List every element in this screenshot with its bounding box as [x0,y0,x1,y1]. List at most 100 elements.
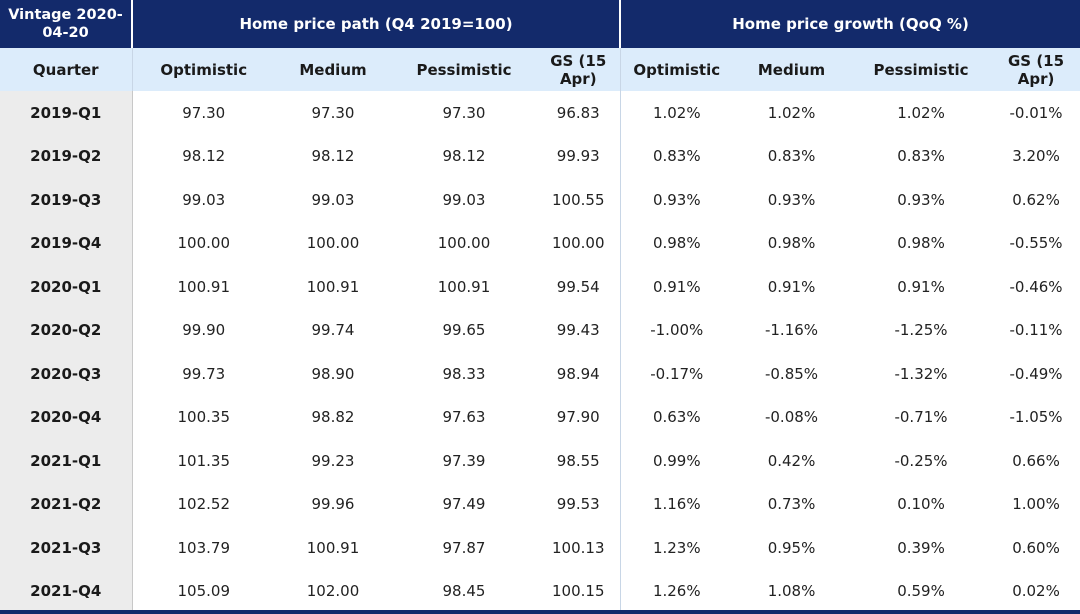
group-header-price-growth: Home price growth (QoQ %) [620,0,1080,48]
price-growth-cell: 0.93% [767,190,816,209]
price-growth-cell: -0.85% [764,364,819,383]
table-row: 2021-Q2 102.52 99.96 97.49 99.53 1.16% 0.73% 0.… [0,482,1080,526]
price-path-cell: 103.79 [177,538,231,557]
price-path-cell: 97.39 [442,451,486,470]
price-path-cell: 99.03 [311,190,355,209]
price-path-cell: 99.23 [311,451,355,470]
column-header-growth-optimistic: Optimistic [620,48,734,91]
price-growth-cell: 1.02% [897,103,945,122]
price-path-cell: 101.35 [177,451,231,470]
table-row: 2021-Q1 101.35 99.23 97.39 98.55 0.99% 0.42% -0… [0,439,1080,483]
quarter-cell: 2019-Q2 [0,134,133,178]
quarter-cell: 2019-Q3 [0,178,133,222]
price-path-cell: 100.91 [437,277,491,296]
price-path-cell: 98.12 [182,147,226,166]
price-growth-cell: 0.10% [897,495,945,514]
price-growth-cell: 1.00% [1012,495,1060,514]
table-bottom-rule [0,610,1080,614]
price-path-cell: 97.30 [182,103,226,122]
price-growth-cell: -0.25% [894,451,948,470]
price-path-cell: 97.87 [442,538,486,557]
price-growth-cell: -0.11% [1009,321,1063,340]
price-path-cell: 100.00 [537,221,621,265]
price-growth-cell: 1.02% [767,103,816,122]
table-row: 2021-Q4 105.09 102.00 98.45 100.15 1.26% 1.08%… [0,569,1080,613]
quarter-cell: 2021-Q4 [0,569,133,613]
price-growth-cell: -0.08% [764,408,819,427]
price-path-cell: 99.03 [442,190,486,209]
price-growth-cell: 1.16% [652,495,701,514]
price-path-cell: 102.52 [177,495,231,514]
quarter-cell: 2020-Q1 [0,265,133,309]
price-growth-cell: -0.46% [1009,277,1063,296]
quarter-cell: 2021-Q3 [0,526,133,570]
price-growth-cell: 1.08% [767,582,816,601]
column-header-row: Quarter Optimistic Medium Pessimistic GS… [0,48,1080,91]
price-growth-cell: 0.99% [652,451,701,470]
price-path-cell: 98.94 [537,352,621,396]
price-growth-cell: 0.39% [897,538,945,557]
price-path-cell: 99.54 [537,265,621,309]
table-row: 2019-Q4 100.00 100.00 100.00 100.00 0.98% 0.98… [0,221,1080,265]
price-growth-cell: -1.25% [894,321,948,340]
price-growth-cell: 0.42% [767,451,816,470]
price-path-cell: 99.73 [182,364,226,383]
price-growth-cell: 1.23% [652,538,701,557]
quarter-cell: 2020-Q3 [0,352,133,396]
price-path-cell: 97.49 [442,495,486,514]
price-growth-cell: 0.83% [897,147,945,166]
price-path-cell: 97.63 [442,408,486,427]
price-growth-cell: -0.55% [1009,234,1063,253]
quarter-cell: 2019-Q4 [0,221,133,265]
price-path-cell: 98.82 [311,408,355,427]
price-path-cell: 99.43 [537,308,621,352]
price-path-cell: 100.55 [537,178,621,222]
price-growth-cell: -1.16% [764,321,819,340]
price-path-cell: 99.96 [311,495,355,514]
table-row: 2020-Q1 100.91 100.91 100.91 99.54 0.91% 0.91%… [0,265,1080,309]
price-growth-cell: 0.93% [652,190,701,209]
price-path-cell: 100.91 [306,277,360,296]
group-header-row: Vintage 2020-04-20 Home price path (Q4 2… [0,0,1080,48]
price-growth-cell: 0.91% [897,277,945,296]
column-header-growth-medium: Medium [733,48,851,91]
column-header-path-pessimistic: Pessimistic [391,48,537,91]
price-path-cell: 99.03 [182,190,226,209]
price-growth-cell: -0.49% [1009,364,1063,383]
price-growth-cell: 0.93% [897,190,945,209]
price-path-cell: 97.30 [311,103,355,122]
quarter-cell: 2020-Q4 [0,395,133,439]
price-growth-cell: -1.32% [894,364,948,383]
price-growth-cell: 0.02% [1012,582,1060,601]
table-row: 2021-Q3 103.79 100.91 97.87 100.13 1.23% 0.95%… [0,526,1080,570]
vintage-label: Vintage 2020-04-20 [0,0,133,48]
price-growth-cell: 0.91% [652,277,701,296]
price-growth-cell: 0.59% [897,582,945,601]
price-path-cell: 97.30 [442,103,486,122]
price-path-cell: 98.12 [311,147,355,166]
price-path-cell: 105.09 [177,582,231,601]
quarter-cell: 2019-Q1 [0,91,133,135]
price-growth-cell: 0.98% [767,234,816,253]
quarter-cell: 2020-Q2 [0,308,133,352]
price-growth-cell: -1.00% [650,321,704,340]
column-header-path-medium: Medium [275,48,391,91]
price-path-cell: 100.00 [177,234,231,253]
price-growth-cell: 0.91% [767,277,816,296]
table-row: 2020-Q3 99.73 98.90 98.33 98.94 -0.17% -0.85% -… [0,352,1080,396]
price-growth-cell: 0.98% [897,234,945,253]
table-row: 2019-Q2 98.12 98.12 98.12 99.93 0.83% 0.83% 0.8… [0,134,1080,178]
price-growth-cell: 0.83% [652,147,701,166]
price-path-cell: 100.13 [537,526,621,570]
price-growth-cell: -0.17% [650,364,704,383]
price-growth-cell: 0.98% [652,234,701,253]
price-path-cell: 98.12 [442,147,486,166]
price-growth-cell: 0.95% [767,538,816,557]
price-growth-cell: 0.60% [1012,538,1060,557]
column-header-path-gs: GS (15 Apr) [537,48,621,91]
price-growth-cell: -0.01% [1009,103,1063,122]
price-path-cell: 100.35 [177,408,231,427]
price-path-cell: 99.53 [537,482,621,526]
price-growth-cell: 0.83% [767,147,816,166]
price-growth-cell: 1.02% [652,103,701,122]
